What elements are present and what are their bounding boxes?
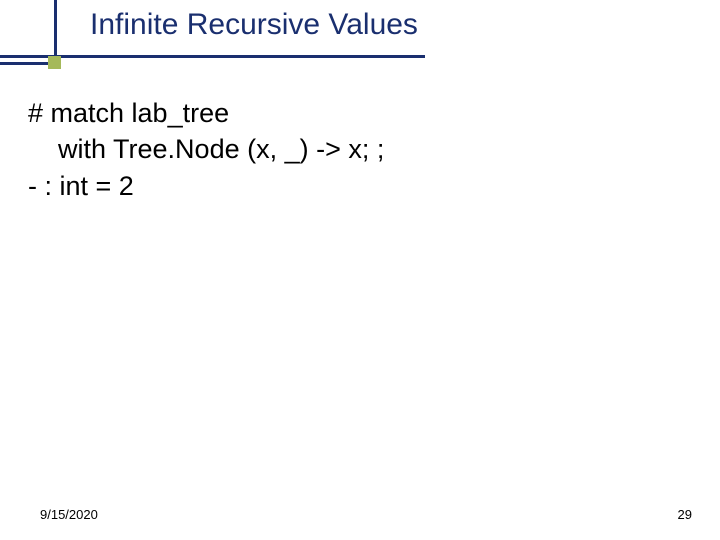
decor-line-vertical xyxy=(54,0,57,56)
code-line-1: # match lab_tree xyxy=(28,95,384,131)
code-line-3: - : int = 2 xyxy=(28,168,384,204)
slide-title: Infinite Recursive Values xyxy=(90,8,418,42)
decor-bullet-square xyxy=(48,56,61,69)
decor-line-horizontal-short xyxy=(0,62,50,65)
code-line-2: with Tree.Node (x, _) -> x; ; xyxy=(28,131,384,167)
decor-line-horizontal-long xyxy=(0,55,425,58)
code-block: # match lab_tree with Tree.Node (x, _) -… xyxy=(28,95,384,204)
footer-page-number: 29 xyxy=(678,507,692,522)
slide-header: Infinite Recursive Values xyxy=(0,0,720,72)
footer-date: 9/15/2020 xyxy=(40,507,98,522)
